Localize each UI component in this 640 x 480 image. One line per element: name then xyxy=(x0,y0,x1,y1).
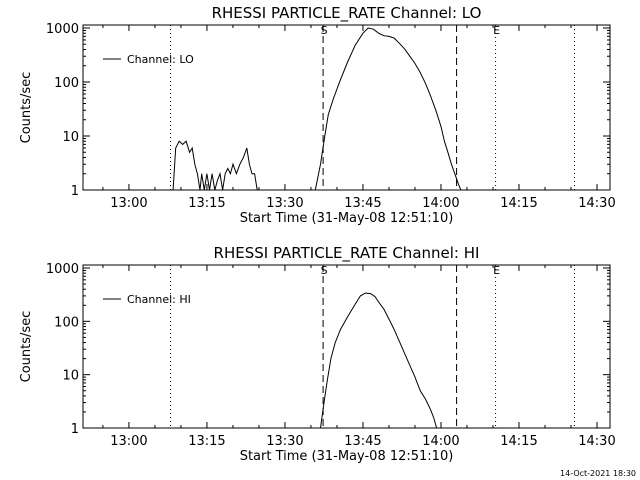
chart-title: RHESSI PARTICLE_RATE Channel: HI xyxy=(214,244,480,263)
y-tick-label: 10 xyxy=(62,369,79,384)
legend-label: Channel: LO xyxy=(127,53,194,66)
x-tick-label: 13:30 xyxy=(266,196,303,211)
y-axis-label: Counts/sec xyxy=(19,311,34,383)
y-tick-label: 1 xyxy=(71,184,79,199)
y-tick-label: 100 xyxy=(54,315,79,330)
marker-label: S xyxy=(321,24,328,37)
x-tick-label: 13:00 xyxy=(110,434,147,449)
x-tick-label: 14:00 xyxy=(422,196,459,211)
chart-panel-lo: RHESSI PARTICLE_RATE Channel: LO 13:00 13:… xyxy=(19,4,616,226)
y-axis-label: Counts/sec xyxy=(19,72,34,144)
series-line xyxy=(314,27,462,191)
legend-label: Channel: HI xyxy=(127,293,191,306)
y-tick-label: 1000 xyxy=(46,22,79,37)
x-tick-label: 14:15 xyxy=(500,434,537,449)
plot-frame xyxy=(82,24,611,191)
x-tick-label: 13:45 xyxy=(344,196,381,211)
marker-label: E xyxy=(493,24,500,37)
marker-label: S xyxy=(321,264,328,277)
chart-title: RHESSI PARTICLE_RATE Channel: LO xyxy=(212,4,482,23)
x-tick-label: 14:30 xyxy=(578,196,615,211)
y-tick-label: 10 xyxy=(62,130,79,145)
x-tick-label: 13:30 xyxy=(266,434,303,449)
x-tick-label: 14:00 xyxy=(422,434,459,449)
plot-frame xyxy=(82,264,611,429)
chart-panel-hi: RHESSI PARTICLE_RATE Channel: HI 13:00 13:… xyxy=(19,244,616,464)
x-axis-label: Start Time (31-May-08 12:51:10) xyxy=(240,211,454,226)
footer-timestamp: 14-Oct-2021 18:30 xyxy=(560,469,636,478)
x-tick-label: 14:30 xyxy=(578,434,615,449)
x-tick-label: 13:45 xyxy=(344,434,381,449)
x-axis-label: Start Time (31-May-08 12:51:10) xyxy=(240,449,454,464)
y-tick-label: 1000 xyxy=(46,262,79,277)
marker-label: E xyxy=(493,264,500,277)
y-tick-label: 100 xyxy=(54,76,79,91)
x-tick-label: 13:15 xyxy=(188,196,225,211)
series-line xyxy=(172,140,258,191)
series-line xyxy=(320,292,438,429)
y-tick-label: 1 xyxy=(71,422,79,437)
x-tick-label: 14:15 xyxy=(500,196,537,211)
x-tick-label: 13:15 xyxy=(188,434,225,449)
x-tick-label: 13:00 xyxy=(110,196,147,211)
